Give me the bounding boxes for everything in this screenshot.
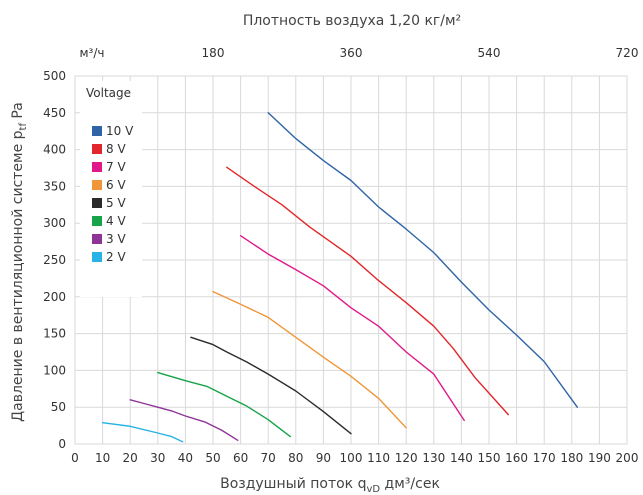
- x-tick-label: 0: [71, 451, 79, 465]
- y-tick-label: 200: [43, 290, 66, 304]
- y-tick-label: 0: [58, 437, 66, 451]
- y-tick-label: 350: [43, 179, 66, 193]
- legend-label: 3 V: [106, 232, 126, 246]
- series-line-2v: [101, 422, 184, 443]
- legend-title: Voltage: [86, 86, 131, 100]
- y-tick-label: 250: [43, 253, 66, 267]
- legend-label: 4 V: [106, 214, 126, 228]
- series-line-3v: [129, 399, 239, 441]
- y-tick-label: 400: [43, 143, 66, 157]
- series-line-4v: [157, 371, 291, 438]
- x-tick-label: 120: [395, 451, 418, 465]
- x-axis-label-sub: vD: [366, 484, 380, 495]
- top-tick-label: 360: [340, 46, 363, 60]
- x-tick-label: 20: [123, 451, 138, 465]
- y-tick-label: 300: [43, 216, 66, 230]
- y-tick-label: 150: [43, 327, 66, 341]
- x-tick-label: 50: [205, 451, 220, 465]
- top-tick-label: 720: [616, 46, 639, 60]
- y-axis-label-main: Давление в вентиляционной системе p: [10, 130, 26, 421]
- x-tick-label: 100: [340, 451, 363, 465]
- x-tick-label: 10: [95, 451, 110, 465]
- y-axis-label-tail: Pa: [10, 102, 26, 123]
- y-axis-label: Давление в вентиляционной системе ptf Pa: [10, 102, 29, 422]
- x-axis-label-main: Воздушный поток q: [220, 476, 366, 492]
- y-tick-label: 450: [43, 106, 66, 120]
- x-tick-label: 170: [533, 451, 556, 465]
- legend-label: 6 V: [106, 178, 126, 192]
- series-lines: [101, 112, 578, 443]
- x-tick-label: 30: [150, 451, 165, 465]
- x-tick-label: 40: [178, 451, 193, 465]
- x-tick-label: 60: [233, 451, 248, 465]
- series-line-6v: [212, 290, 407, 429]
- x-axis-label-tail: дм³/сек: [380, 476, 440, 492]
- legend-swatch: [92, 162, 102, 172]
- x-tick-label: 90: [316, 451, 331, 465]
- x-tick-label: 140: [450, 451, 473, 465]
- x-axis-ticks: 0 10 20 30 40 50 60 70 80 90 100 110 120 130 140 150 160…: [71, 451, 638, 465]
- x-tick-label: 110: [367, 451, 390, 465]
- x-tick-label: 190: [588, 451, 611, 465]
- legend-swatch: [92, 234, 102, 244]
- legend-label: 10 V: [106, 124, 134, 138]
- y-axis-label-sub: tf: [18, 123, 29, 131]
- legend-label: 8 V: [106, 142, 126, 156]
- x-tick-label: 200: [616, 451, 639, 465]
- legend-label: 5 V: [106, 196, 126, 210]
- series-line-7v: [239, 235, 465, 422]
- x-tick-label: 80: [288, 451, 303, 465]
- legend-box: [80, 81, 142, 297]
- y-axis-ticks: 0 50 100 150 200 250 300 350 400 450 500: [43, 69, 66, 451]
- top-axis-unit: м³/ч: [80, 46, 105, 60]
- grid-lines: [74, 75, 628, 445]
- series-line-5v: [190, 336, 352, 435]
- x-tick-label: 180: [560, 451, 583, 465]
- x-tick-label: 160: [505, 451, 528, 465]
- legend-label: 2 V: [106, 250, 126, 264]
- x-axis-label: Воздушный поток qvD дм³/сек: [220, 476, 440, 495]
- legend-swatch: [92, 216, 102, 226]
- x-tick-label: 70: [261, 451, 276, 465]
- legend-swatch: [92, 144, 102, 154]
- series-line-8v: [226, 166, 509, 416]
- legend-swatch: [92, 198, 102, 208]
- x-tick-label: 130: [422, 451, 445, 465]
- y-tick-label: 50: [51, 400, 66, 414]
- top-axis-title: Плотность воздуха 1,20 кг/м²: [243, 13, 461, 29]
- y-tick-label: 100: [43, 363, 66, 377]
- legend-swatch: [92, 252, 102, 262]
- legend: 10 V 8 V 7 V 6 V 5 V 4 V 3 V 2 V: [92, 124, 134, 264]
- y-tick-label: 500: [43, 69, 66, 83]
- top-tick-label: 540: [478, 46, 501, 60]
- legend-swatch: [92, 126, 102, 136]
- top-axis-ticks: 180 360 540 720: [202, 46, 639, 60]
- legend-label: 7 V: [106, 160, 126, 174]
- top-tick-label: 180: [202, 46, 225, 60]
- x-tick-label: 150: [478, 451, 501, 465]
- series-line-10v: [267, 112, 578, 408]
- legend-swatch: [92, 180, 102, 190]
